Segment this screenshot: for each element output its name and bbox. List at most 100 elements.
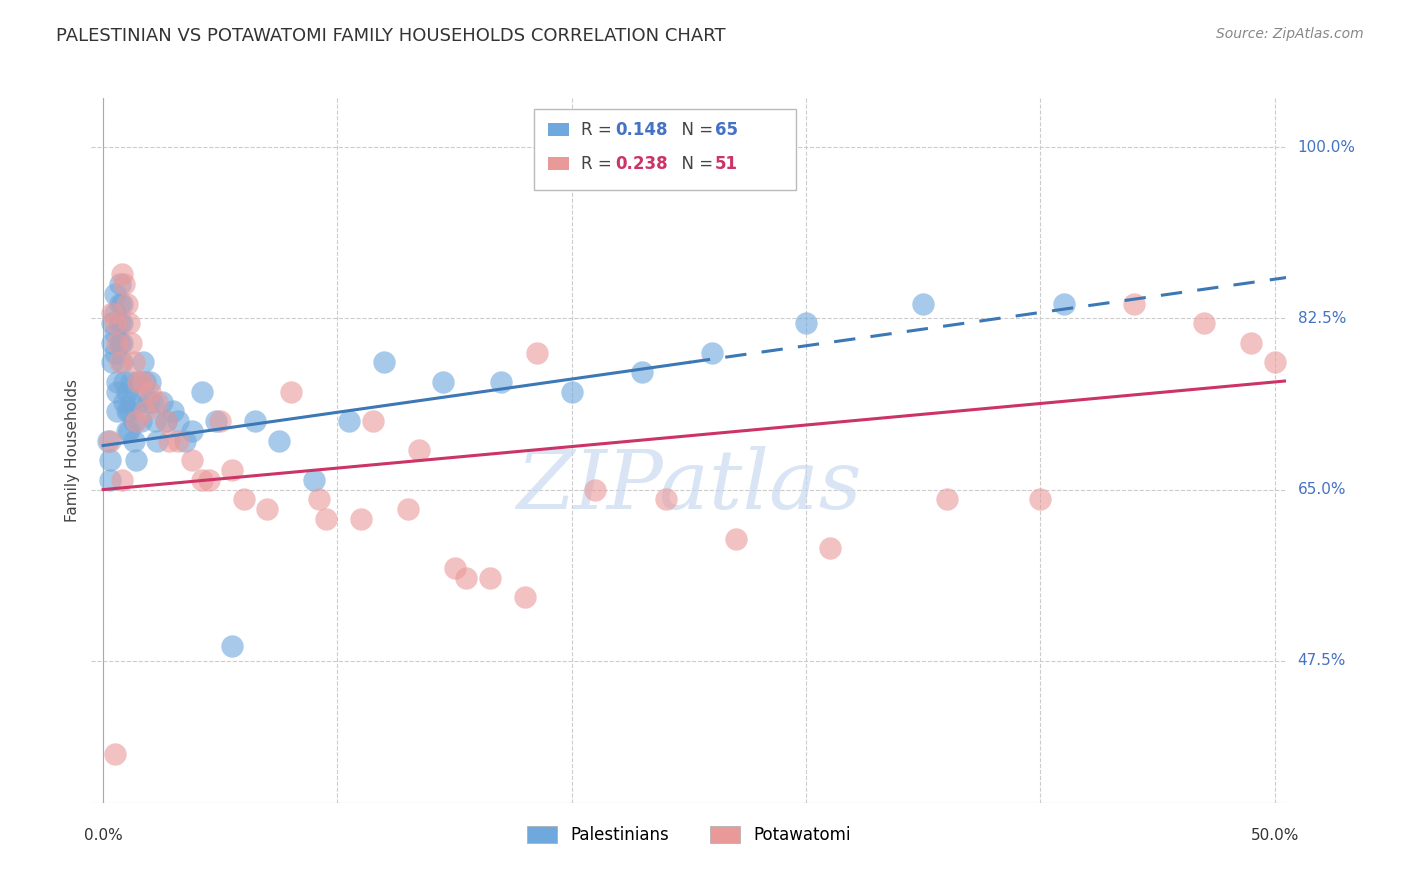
Point [115, 424, 138, 438]
Point [491, 375, 513, 389]
Point [724, 532, 747, 546]
Point [221, 463, 243, 477]
Point [105, 375, 128, 389]
Point [408, 443, 430, 458]
Point [122, 355, 145, 369]
Text: 50.0%: 50.0% [1250, 828, 1299, 843]
Point [204, 414, 226, 428]
Point [98, 473, 121, 487]
Point [337, 414, 360, 428]
Point [181, 424, 204, 438]
Legend: Palestinians, Potawatomi: Palestinians, Potawatomi [520, 820, 858, 851]
Text: 100.0%: 100.0% [1298, 139, 1355, 154]
Point [794, 316, 817, 330]
Point [631, 365, 654, 379]
Text: 65: 65 [716, 120, 738, 139]
Text: 82.5%: 82.5% [1298, 310, 1346, 326]
Point [122, 414, 145, 428]
Point [702, 345, 724, 359]
Point [174, 434, 197, 448]
Point [101, 335, 124, 350]
Point [146, 434, 169, 448]
Point [108, 316, 131, 330]
Point [112, 394, 135, 409]
Point [1264, 355, 1286, 369]
Point [125, 453, 148, 467]
FancyBboxPatch shape [548, 123, 569, 136]
Point [143, 414, 166, 428]
FancyBboxPatch shape [534, 109, 796, 190]
Point [1194, 316, 1216, 330]
Point [350, 512, 373, 526]
Point [912, 296, 935, 310]
Text: 47.5%: 47.5% [1298, 653, 1346, 668]
Point [111, 355, 134, 369]
Point [162, 404, 184, 418]
Point [98, 453, 121, 467]
Point [478, 571, 501, 585]
Text: Source: ZipAtlas.com: Source: ZipAtlas.com [1216, 27, 1364, 41]
Point [125, 414, 148, 428]
Point [1240, 335, 1263, 350]
Point [139, 375, 162, 389]
Point [526, 345, 548, 359]
Point [267, 434, 290, 448]
Point [127, 394, 149, 409]
Text: N =: N = [671, 154, 718, 173]
Point [456, 571, 478, 585]
Point [104, 326, 127, 340]
Point [221, 639, 243, 653]
Point [155, 414, 177, 428]
Text: N =: N = [671, 120, 718, 139]
Point [105, 404, 128, 418]
Point [101, 306, 124, 320]
Text: 0.0%: 0.0% [84, 828, 122, 843]
Point [190, 384, 212, 399]
Point [134, 404, 156, 418]
Point [513, 591, 536, 605]
Point [373, 355, 395, 369]
Point [132, 375, 155, 389]
Point [139, 384, 162, 399]
Point [120, 375, 142, 389]
Point [108, 335, 131, 350]
Point [112, 277, 135, 291]
Text: 65.0%: 65.0% [1298, 482, 1346, 497]
Point [111, 316, 134, 330]
Point [654, 492, 676, 507]
Point [132, 355, 155, 369]
Point [101, 355, 124, 369]
Point [561, 384, 583, 399]
Point [118, 424, 141, 438]
Point [108, 355, 131, 369]
Point [190, 473, 212, 487]
Point [167, 414, 190, 428]
Point [111, 335, 134, 350]
Point [105, 335, 128, 350]
Point [111, 473, 134, 487]
Point [111, 268, 134, 282]
Point [1029, 492, 1052, 507]
Point [232, 492, 254, 507]
Point [209, 414, 232, 428]
Point [361, 414, 384, 428]
Text: 0.238: 0.238 [614, 154, 668, 173]
Point [245, 414, 267, 428]
Text: R =: R = [582, 154, 617, 173]
Point [104, 286, 127, 301]
Point [308, 492, 330, 507]
Point [167, 434, 190, 448]
Point [136, 394, 159, 409]
Point [302, 473, 325, 487]
Point [146, 394, 169, 409]
Point [112, 375, 135, 389]
Point [432, 375, 454, 389]
Point [122, 434, 145, 448]
Point [157, 434, 180, 448]
FancyBboxPatch shape [548, 157, 569, 170]
Text: PALESTINIAN VS POTAWATOMI FAMILY HOUSEHOLDS CORRELATION CHART: PALESTINIAN VS POTAWATOMI FAMILY HOUSEHO… [56, 27, 725, 45]
Text: R =: R = [582, 120, 617, 139]
Point [150, 394, 173, 409]
Point [108, 277, 131, 291]
Point [396, 502, 419, 516]
